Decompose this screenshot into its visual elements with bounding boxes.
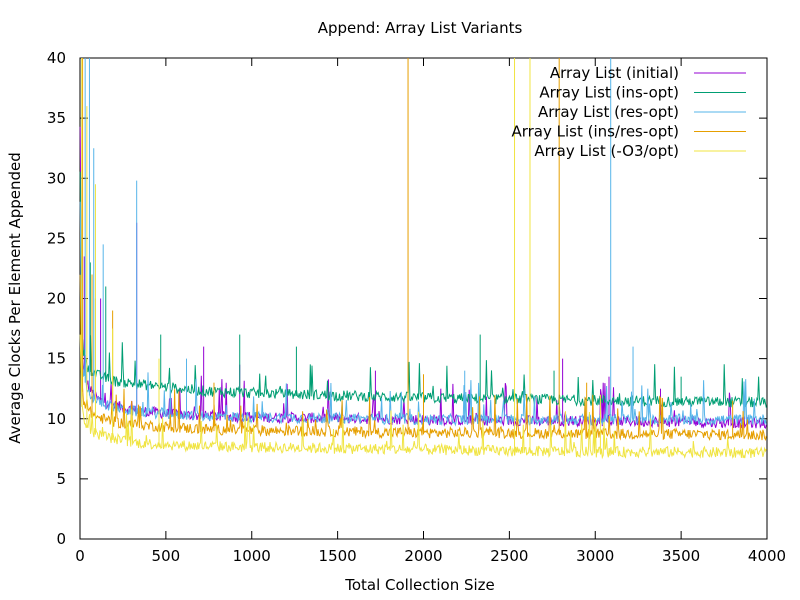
y-tick-label: 40 <box>47 49 66 67</box>
x-tick-label: 3500 <box>662 547 700 565</box>
x-tick-label: 1500 <box>319 547 357 565</box>
y-tick-label: 20 <box>47 290 66 308</box>
x-tick-label: 2000 <box>404 547 442 565</box>
x-axis-label: Total Collection Size <box>344 576 495 594</box>
legend-entry: Array List (ins/res-opt) <box>511 123 746 141</box>
legend-entry: Array List (res-opt) <box>538 103 746 121</box>
x-tick-label: 500 <box>152 547 181 565</box>
y-tick-label: 5 <box>56 470 66 488</box>
y-tick-label: 15 <box>47 350 66 368</box>
y-axis: 0 5 10 15 20 25 30 35 40 <box>47 49 767 548</box>
x-tick-label: 0 <box>75 547 85 565</box>
legend-label: Array List (res-opt) <box>538 103 679 121</box>
y-axis-label: Average Clocks Per Element Appended <box>6 152 24 444</box>
legend: Array List (initial) Array List (ins-opt)… <box>511 64 746 160</box>
series-line <box>79 171 767 408</box>
x-tick-label: 2500 <box>490 547 528 565</box>
series-5 <box>79 58 767 460</box>
y-tick-label: 25 <box>47 229 66 247</box>
legend-label: Array List (ins/res-opt) <box>511 123 679 141</box>
x-tick-label: 3000 <box>576 547 614 565</box>
x-tick-label: 1000 <box>233 547 271 565</box>
x-axis: 0 500 1000 1500 2000 2500 3000 3500 4000 <box>75 58 786 565</box>
chart-title: Append: Array List Variants <box>318 19 523 37</box>
y-tick-label: 0 <box>56 530 66 548</box>
x-tick-label: 4000 <box>748 547 786 565</box>
legend-label: Array List (initial) <box>550 64 679 82</box>
legend-entry: Array List (ins-opt) <box>539 84 746 102</box>
legend-entry: Array List (initial) <box>550 64 746 82</box>
series-line <box>79 334 767 460</box>
y-tick-label: 30 <box>47 169 66 187</box>
y-tick-label: 35 <box>47 109 66 127</box>
y-tick-label: 10 <box>47 410 66 428</box>
legend-entry: Array List (-O3/opt) <box>534 142 746 160</box>
legend-label: Array List (-O3/opt) <box>534 142 679 160</box>
legend-label: Array List (ins-opt) <box>539 84 679 102</box>
series-2 <box>79 171 767 408</box>
series-layer <box>79 58 767 460</box>
